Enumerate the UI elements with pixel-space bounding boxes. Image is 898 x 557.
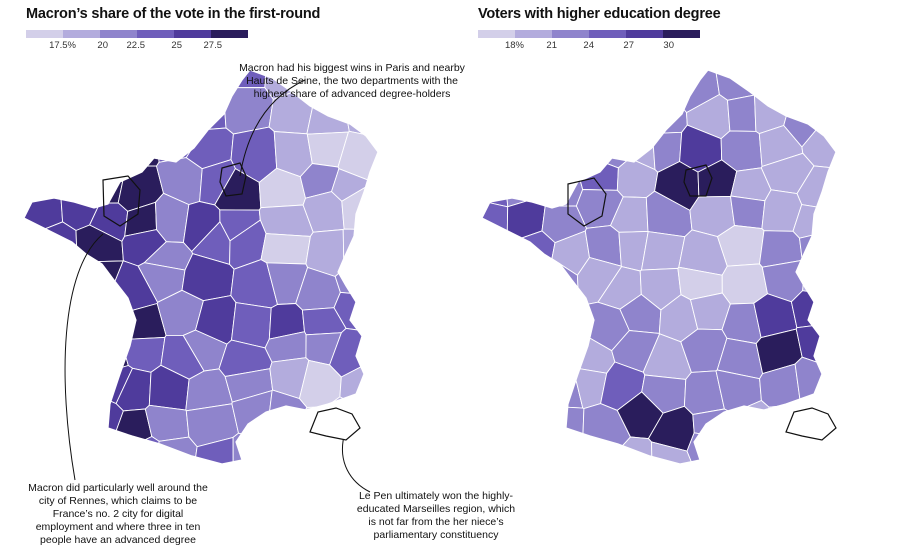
right-marseille-outline — [785, 407, 837, 441]
right-legend-swatch-0 — [478, 30, 515, 38]
left-coastline — [23, 69, 379, 465]
annotation-paris: Macron had his biggest wins in Paris and… — [239, 62, 465, 100]
department-cell — [651, 441, 706, 464]
left-legend-label: 27.5 — [203, 40, 223, 51]
left-legend-label: 25 — [171, 40, 182, 51]
right-legend-label: 21 — [546, 40, 557, 51]
right-france-map — [481, 69, 837, 465]
left-marseille-outline — [309, 407, 361, 441]
left-legend-swatch-2 — [100, 30, 137, 38]
left-legend-swatch-1 — [63, 30, 100, 38]
left-legend-swatch-4 — [174, 30, 211, 38]
right-map-title: Voters with higher education degree — [478, 6, 721, 22]
paris-leader-line — [239, 79, 306, 177]
right-rennes-outline — [567, 177, 607, 227]
annotation-marseille: Le Pen ultimately won the highly-educate… — [356, 490, 516, 541]
right-legend-label: 27 — [623, 40, 634, 51]
right-legend-swatch-3 — [589, 30, 626, 38]
rennes-leader-line — [64, 233, 104, 481]
left-map-title: Macron’s share of the vote in the first-… — [26, 6, 321, 22]
right-legend-swatch-4 — [626, 30, 663, 38]
right-coastline — [481, 69, 837, 465]
left-legend-swatch-3 — [137, 30, 174, 38]
right-legend-label: 18% — [504, 40, 524, 51]
right-legend — [478, 30, 700, 38]
right-legend-swatch-1 — [515, 30, 552, 38]
right-paris-outline — [683, 164, 713, 197]
left-france-map — [23, 69, 379, 465]
left-legend-label: 17.5% — [49, 40, 76, 51]
left-legend — [26, 30, 248, 38]
right-legend-label: 30 — [663, 40, 674, 51]
left-legend-swatch-0 — [26, 30, 63, 38]
left-legend-label: 22.5 — [126, 40, 146, 51]
left-legend-swatch-5 — [211, 30, 248, 38]
right-legend-swatch-2 — [552, 30, 589, 38]
right-legend-label: 24 — [583, 40, 594, 51]
right-legend-swatch-5 — [663, 30, 700, 38]
annotation-rennes: Macron did particularly well around the … — [28, 482, 208, 546]
marseille-leader-line — [342, 435, 371, 493]
left-rennes-outline — [102, 175, 141, 227]
left-legend-label: 20 — [97, 40, 108, 51]
left-paris-outline — [219, 162, 247, 197]
